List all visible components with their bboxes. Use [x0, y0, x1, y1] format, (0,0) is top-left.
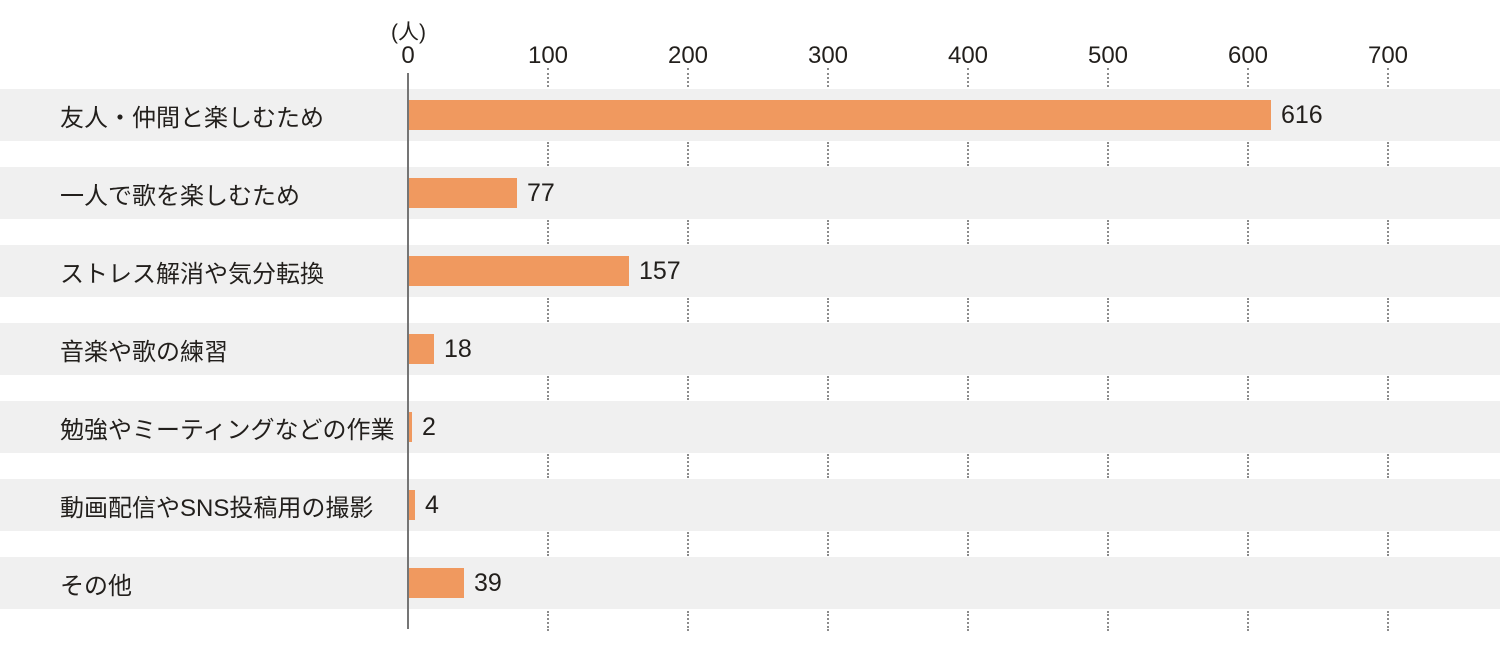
- gridline-segment: [1247, 611, 1249, 631]
- gridline-segment: [547, 142, 549, 166]
- bar: [409, 490, 415, 520]
- gridline-segment: [967, 532, 969, 556]
- gridline-segment: [687, 454, 689, 478]
- gridline-segment: [547, 532, 549, 556]
- gridline-segment: [547, 68, 549, 87]
- gridline-segment: [967, 142, 969, 166]
- gridline-segment: [547, 298, 549, 322]
- x-axis-tick-label: 700: [1367, 42, 1409, 69]
- x-axis-tick-label: 0: [401, 42, 415, 69]
- bar: [409, 256, 629, 286]
- gridline-segment: [1107, 376, 1109, 400]
- gridline-segment: [687, 220, 689, 244]
- category-label: 勉強やミーティングなどの作業: [60, 416, 395, 444]
- gridline-segment: [827, 220, 829, 244]
- gridline-segment: [1387, 220, 1389, 244]
- bar: [409, 412, 412, 442]
- x-axis-tick-label: 400: [947, 42, 989, 69]
- row-band: [0, 167, 1500, 219]
- gridline-segment: [1247, 298, 1249, 322]
- gridline-segment: [547, 454, 549, 478]
- gridline-segment: [1247, 142, 1249, 166]
- gridline-segment: [1387, 611, 1389, 631]
- row-band: [0, 323, 1500, 375]
- gridline-segment: [1247, 376, 1249, 400]
- bar: [409, 334, 434, 364]
- gridline-segment: [1247, 454, 1249, 478]
- category-label: 動画配信やSNS投稿用の撮影: [60, 494, 374, 522]
- gridline-segment: [1387, 142, 1389, 166]
- category-label: 一人で歌を楽しむため: [60, 182, 300, 210]
- gridline-segment: [1107, 142, 1109, 166]
- x-axis-tick-label: 200: [667, 42, 709, 69]
- gridline-segment: [967, 611, 969, 631]
- gridline-segment: [967, 454, 969, 478]
- gridline-segment: [1107, 454, 1109, 478]
- gridline-segment: [1387, 298, 1389, 322]
- gridline-segment: [1387, 68, 1389, 87]
- gridline-segment: [967, 68, 969, 87]
- gridline-segment: [1107, 611, 1109, 631]
- gridline-segment: [687, 376, 689, 400]
- gridline-segment: [1387, 454, 1389, 478]
- bar: [409, 100, 1271, 130]
- x-axis-tick-label: 300: [807, 42, 849, 69]
- gridline-segment: [827, 298, 829, 322]
- gridline-segment: [547, 220, 549, 244]
- x-axis-tick-label: 600: [1227, 42, 1269, 69]
- bar: [409, 568, 464, 598]
- gridline-segment: [827, 454, 829, 478]
- gridline-segment: [1107, 532, 1109, 556]
- category-label: その他: [60, 572, 132, 600]
- row-band: [0, 557, 1500, 609]
- row-band: [0, 401, 1500, 453]
- gridline-segment: [1107, 220, 1109, 244]
- gridline-segment: [1107, 68, 1109, 87]
- gridline-segment: [687, 298, 689, 322]
- gridline-segment: [1387, 532, 1389, 556]
- value-label: 616: [1281, 100, 1323, 129]
- gridline-segment: [1107, 298, 1109, 322]
- value-label: 4: [425, 490, 439, 519]
- value-label: 2: [422, 412, 436, 441]
- bar: [409, 178, 517, 208]
- value-label: 77: [527, 178, 555, 207]
- row-band: [0, 245, 1500, 297]
- gridline-segment: [687, 611, 689, 631]
- gridline-segment: [967, 376, 969, 400]
- gridline-segment: [827, 142, 829, 166]
- gridline-segment: [687, 142, 689, 166]
- x-axis-tick-label: 100: [527, 42, 569, 69]
- gridline-segment: [827, 611, 829, 631]
- gridline-segment: [967, 220, 969, 244]
- axis-unit-label: (人): [391, 21, 426, 44]
- gridline-segment: [687, 68, 689, 87]
- gridline-segment: [967, 298, 969, 322]
- gridline-segment: [827, 532, 829, 556]
- y-axis-line: [407, 73, 409, 629]
- category-label: ストレス解消や気分転換: [60, 260, 324, 288]
- gridline-segment: [547, 611, 549, 631]
- value-label: 18: [444, 334, 472, 363]
- gridline-segment: [827, 68, 829, 87]
- gridline-segment: [1387, 376, 1389, 400]
- gridline-segment: [1247, 68, 1249, 87]
- gridline-segment: [827, 376, 829, 400]
- row-band: [0, 479, 1500, 531]
- gridline-segment: [687, 532, 689, 556]
- value-label: 39: [474, 568, 502, 597]
- gridline-segment: [1247, 532, 1249, 556]
- gridline-segment: [1247, 220, 1249, 244]
- x-axis-tick-label: 500: [1087, 42, 1129, 69]
- gridline-segment: [547, 376, 549, 400]
- value-label: 157: [639, 256, 681, 285]
- category-label: 友人・仲間と楽しむため: [60, 104, 324, 132]
- category-label: 音楽や歌の練習: [60, 338, 228, 366]
